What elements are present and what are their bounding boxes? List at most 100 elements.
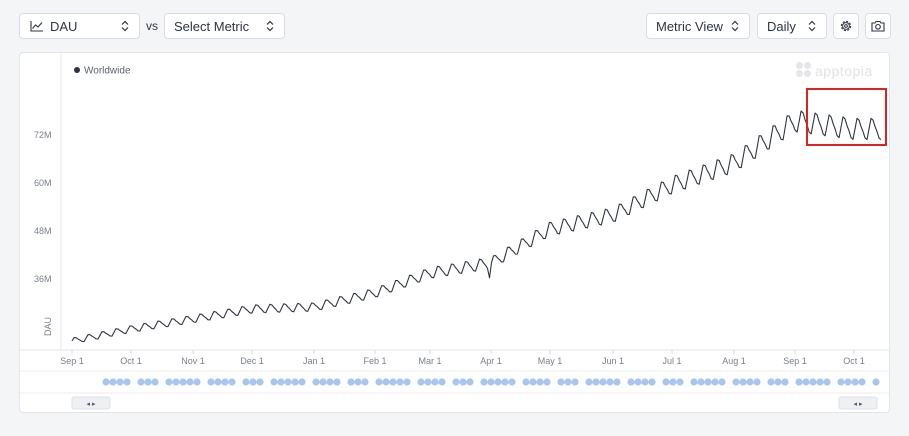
navigator-marker — [802, 378, 810, 386]
navigator-marker — [193, 378, 201, 386]
camera-icon — [871, 20, 885, 32]
x-tick-label: Oct 1 — [843, 356, 865, 366]
navigator-marker — [186, 378, 194, 386]
legend-label[interactable]: Worldwide — [84, 66, 131, 77]
navigator-marker — [480, 378, 488, 386]
navigator-marker — [144, 378, 152, 386]
scroll-right-arrows[interactable]: ◂ ▸ — [854, 401, 863, 408]
navigator-marker — [151, 378, 159, 386]
metric-label: DAU — [50, 18, 78, 34]
navigator-marker — [571, 378, 579, 386]
series-line-worldwide[interactable] — [71, 110, 882, 343]
navigator-marker — [382, 378, 390, 386]
navigator-marker — [109, 378, 117, 386]
navigator-marker — [718, 378, 726, 386]
navigator-marker — [228, 378, 236, 386]
navigator-marker — [375, 378, 383, 386]
navigator-marker — [431, 378, 439, 386]
updown-chevron-icon — [121, 20, 129, 32]
navigator-marker — [676, 378, 684, 386]
navigator-marker — [326, 378, 334, 386]
navigator-marker — [291, 378, 299, 386]
navigator-marker — [361, 378, 369, 386]
compare-metric-label: Select Metric — [174, 18, 250, 34]
navigator-marker — [795, 378, 803, 386]
navigator-marker — [221, 378, 229, 386]
navigator-marker — [704, 378, 712, 386]
navigator-marker — [179, 378, 187, 386]
navigator-marker — [298, 378, 306, 386]
granularity-select[interactable]: Daily — [757, 13, 827, 39]
y-tick-label: 48M — [34, 226, 52, 236]
navigator-marker — [809, 378, 817, 386]
navigator-marker — [592, 378, 600, 386]
vs-label: vs — [146, 19, 158, 33]
y-axis-title: DAU — [43, 317, 53, 336]
navigator-marker — [851, 378, 859, 386]
updown-chevron-icon — [808, 20, 816, 32]
chart-panel: Worldwide apptopia 72M 60M 48M 36M DAU Sep … — [19, 52, 890, 413]
navigator-marker — [165, 378, 173, 386]
x-tick-label: Nov 1 — [181, 356, 205, 366]
view-select[interactable]: Metric View — [646, 13, 750, 39]
y-tick-label: 60M — [34, 178, 52, 188]
navigator-marker — [284, 378, 292, 386]
navigator-marker — [172, 378, 180, 386]
navigator-marker — [669, 378, 677, 386]
navigator-marker — [249, 378, 257, 386]
updown-chevron-icon — [731, 20, 739, 32]
navigator-marker — [333, 378, 341, 386]
granularity-label: Daily — [767, 18, 796, 34]
navigator-marker — [438, 378, 446, 386]
compare-metric-select[interactable]: Select Metric — [164, 13, 285, 39]
navigator-marker — [417, 378, 425, 386]
navigator-marker — [648, 378, 656, 386]
navigator-marker — [102, 378, 110, 386]
navigator-marker — [599, 378, 607, 386]
x-tick-label: Mar 1 — [418, 356, 441, 366]
x-tick-label: Aug 1 — [722, 356, 746, 366]
screenshot-button[interactable] — [865, 13, 891, 39]
navigator-marker — [844, 378, 852, 386]
navigator-marker — [564, 378, 572, 386]
settings-button[interactable] — [833, 13, 859, 39]
navigator-marker — [424, 378, 432, 386]
navigator-marker — [214, 378, 222, 386]
x-tick-label: Sep 1 — [783, 356, 807, 366]
scroll-right-handle[interactable] — [838, 396, 878, 410]
navigator-marker — [823, 378, 831, 386]
navigator-marker — [508, 378, 516, 386]
navigator-marker — [837, 378, 845, 386]
navigator-marker — [116, 378, 124, 386]
x-axis-ticks: Sep 1 Oct 1 Nov 1 Dec 1 Jan 1 Feb 1 Mar 1 Apr 1… — [60, 350, 865, 366]
logo-mark — [796, 70, 803, 77]
scroll-left-arrows[interactable]: ◂ ▸ — [87, 401, 96, 408]
gear-icon — [840, 20, 852, 32]
scroll-left-handle[interactable] — [71, 396, 111, 410]
dau-line-chart[interactable]: Worldwide apptopia 72M 60M 48M 36M DAU Sep … — [20, 53, 890, 413]
navigator-marker — [389, 378, 397, 386]
navigator-marker — [123, 378, 131, 386]
navigator-marker — [403, 378, 411, 386]
metric-select[interactable]: DAU — [19, 13, 140, 39]
navigator-marker — [732, 378, 740, 386]
view-label: Metric View — [656, 18, 723, 34]
navigator-mini-chart[interactable] — [102, 378, 880, 386]
navigator-marker — [606, 378, 614, 386]
navigator-marker — [529, 378, 537, 386]
navigator-marker — [396, 378, 404, 386]
x-tick-label: Feb 1 — [363, 356, 386, 366]
x-tick-label: Apr 1 — [480, 356, 502, 366]
navigator-marker — [494, 378, 502, 386]
navigator-marker — [319, 378, 327, 386]
navigator-marker — [774, 378, 782, 386]
navigator-marker — [585, 378, 593, 386]
scrollbar[interactable]: ◂ ▸ ◂ ▸ — [71, 396, 878, 410]
navigator-marker — [312, 378, 320, 386]
x-tick-label: Oct 1 — [120, 356, 142, 366]
navigator-marker — [816, 378, 824, 386]
navigator-marker — [207, 378, 215, 386]
navigator-marker — [557, 378, 565, 386]
navigator-marker — [242, 378, 250, 386]
navigator-marker — [543, 378, 551, 386]
